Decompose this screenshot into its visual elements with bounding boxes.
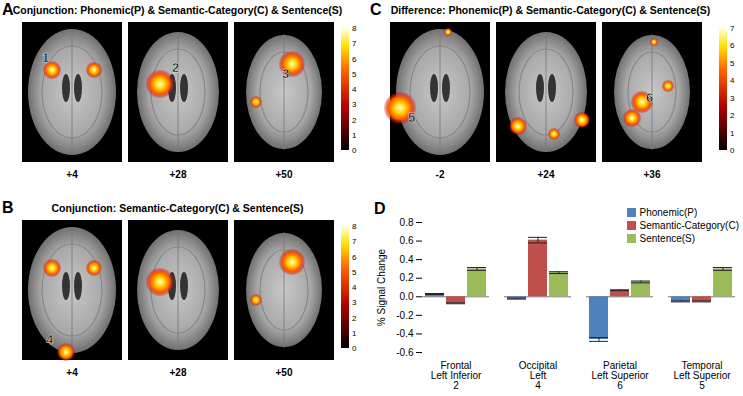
svg-text:2: 2 xyxy=(352,314,357,323)
html-text:D: D xyxy=(374,200,386,217)
svg-text:5: 5 xyxy=(352,268,357,277)
svg-text:3: 3 xyxy=(730,94,735,103)
svg-text:Difference: Phonemic(P) & Sema: Difference: Phonemic(P) & Semantic-Categ… xyxy=(391,4,711,16)
svg-text:Conjunction: Phonemic(P) & Sem: Conjunction: Phonemic(P) & Semantic-Cate… xyxy=(13,4,343,16)
svg-text:3: 3 xyxy=(282,66,289,81)
svg-text:-0.2: -0.2 xyxy=(396,310,414,321)
svg-text:+50: +50 xyxy=(276,367,293,378)
svg-text:4: 4 xyxy=(46,332,54,347)
svg-text:6: 6 xyxy=(352,55,357,64)
svg-text:2: 2 xyxy=(730,111,735,120)
svg-text:6: 6 xyxy=(646,90,653,105)
svg-text:TemporalLeft Superior5: TemporalLeft Superior5 xyxy=(673,360,731,391)
svg-text:7: 7 xyxy=(352,237,357,246)
svg-text:-2: -2 xyxy=(436,169,445,180)
svg-text:1: 1 xyxy=(352,329,357,338)
svg-text:4: 4 xyxy=(352,283,357,292)
svg-text:+28: +28 xyxy=(170,169,187,180)
svg-text:5: 5 xyxy=(352,70,357,79)
svg-text:8: 8 xyxy=(352,24,357,33)
svg-text:0.4: 0.4 xyxy=(400,254,414,265)
html-text:Semantic-Category(C): Semantic-Category(C) xyxy=(639,220,739,231)
svg-text:+50: +50 xyxy=(276,169,293,180)
svg-text:B: B xyxy=(2,199,14,216)
svg-text:5: 5 xyxy=(730,59,735,68)
html-text:Phonemic(P): Phonemic(P) xyxy=(639,207,698,218)
svg-text:+4: +4 xyxy=(66,169,78,180)
svg-text:-0.6: -0.6 xyxy=(396,347,414,358)
svg-text:+36: +36 xyxy=(644,169,661,180)
svg-text:0: 0 xyxy=(730,146,735,155)
svg-text:+4: +4 xyxy=(66,367,78,378)
svg-text:-0.4: -0.4 xyxy=(396,328,414,339)
svg-text:Conjunction: Semantic-Category: Conjunction: Semantic-Category(C) & Sent… xyxy=(51,202,303,214)
svg-text:0: 0 xyxy=(352,146,357,155)
svg-text:8: 8 xyxy=(352,222,357,231)
svg-text:0.2: 0.2 xyxy=(400,272,414,283)
svg-text:2: 2 xyxy=(352,116,357,125)
svg-text:% Signal Change: % Signal Change xyxy=(376,248,387,326)
svg-text:+24: +24 xyxy=(538,169,555,180)
svg-text:6: 6 xyxy=(730,41,735,50)
svg-text:2: 2 xyxy=(172,60,179,75)
svg-text:ParietalLeft Superior6: ParietalLeft Superior6 xyxy=(591,360,649,391)
svg-text:0.8: 0.8 xyxy=(400,217,414,228)
svg-text:4: 4 xyxy=(730,76,735,85)
html-text:Sentence(S): Sentence(S) xyxy=(639,233,696,244)
svg-text:0: 0 xyxy=(352,344,357,353)
svg-text:7: 7 xyxy=(352,39,357,48)
svg-text:5: 5 xyxy=(408,110,415,125)
svg-text:OccipitalLeft4: OccipitalLeft4 xyxy=(519,360,557,391)
svg-text:0.6: 0.6 xyxy=(400,235,414,246)
svg-text:1: 1 xyxy=(352,131,357,140)
svg-text:1: 1 xyxy=(42,50,49,65)
svg-text:0.0: 0.0 xyxy=(400,291,414,302)
svg-text:C: C xyxy=(370,1,382,18)
svg-text:1: 1 xyxy=(730,129,735,138)
svg-text:3: 3 xyxy=(352,298,357,307)
svg-text:6: 6 xyxy=(352,253,357,262)
svg-text:3: 3 xyxy=(352,100,357,109)
svg-text:7: 7 xyxy=(730,24,735,33)
svg-text:4: 4 xyxy=(352,85,357,94)
svg-text:+28: +28 xyxy=(170,367,187,378)
svg-text:A: A xyxy=(2,1,14,18)
svg-text:FrontalLeft Inferior2: FrontalLeft Inferior2 xyxy=(431,360,482,391)
